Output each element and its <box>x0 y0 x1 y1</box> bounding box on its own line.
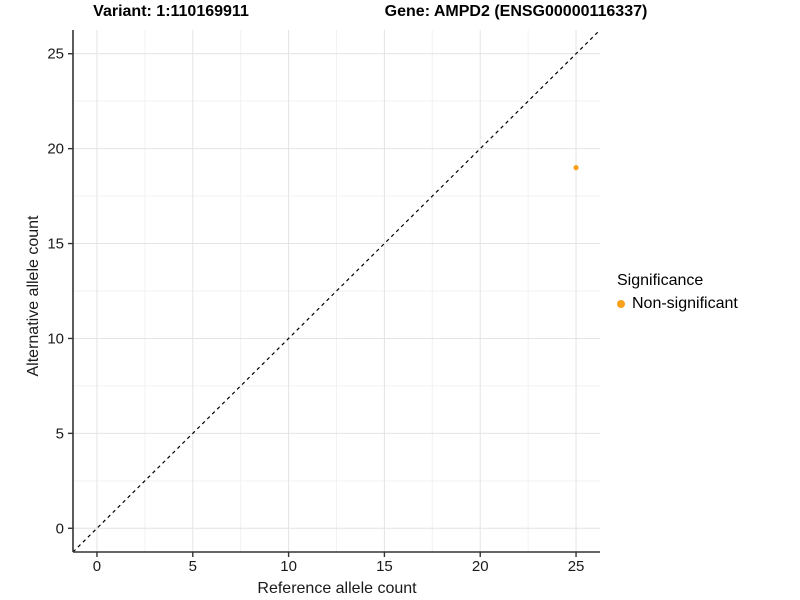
plot-title-variant: Variant: 1:110169911 <box>93 3 249 20</box>
x-axis-title: Reference allele count <box>257 580 417 597</box>
y-tick-label: 5 <box>56 425 64 442</box>
plot-title-gene: Gene: AMPD2 (ENSG00000116337) <box>384 3 648 20</box>
legend-entry: Non-significant <box>617 295 738 313</box>
x-tick-label: 25 <box>568 558 585 575</box>
legend-title: Significance <box>617 272 704 289</box>
y-axis-title: Alternative allele count <box>25 215 42 377</box>
identity-reference-line <box>72 29 601 553</box>
y-tick-label: 0 <box>56 520 64 537</box>
x-tick-label: 5 <box>189 558 197 575</box>
y-tick-label: 20 <box>47 141 64 158</box>
x-tick-label: 15 <box>376 558 393 575</box>
y-tick-label: 15 <box>47 236 64 253</box>
data-point <box>573 165 579 171</box>
x-tick-label: 10 <box>280 558 297 575</box>
y-tick-label: 25 <box>47 46 64 63</box>
x-tick-label: 20 <box>472 558 489 575</box>
x-tick-label: 0 <box>93 558 101 575</box>
legend-point-icon <box>617 300 625 308</box>
legend-entry-label: Non-significant <box>632 295 738 312</box>
legend: Significance Non-significant <box>617 272 738 313</box>
y-tick-label: 10 <box>47 330 64 347</box>
